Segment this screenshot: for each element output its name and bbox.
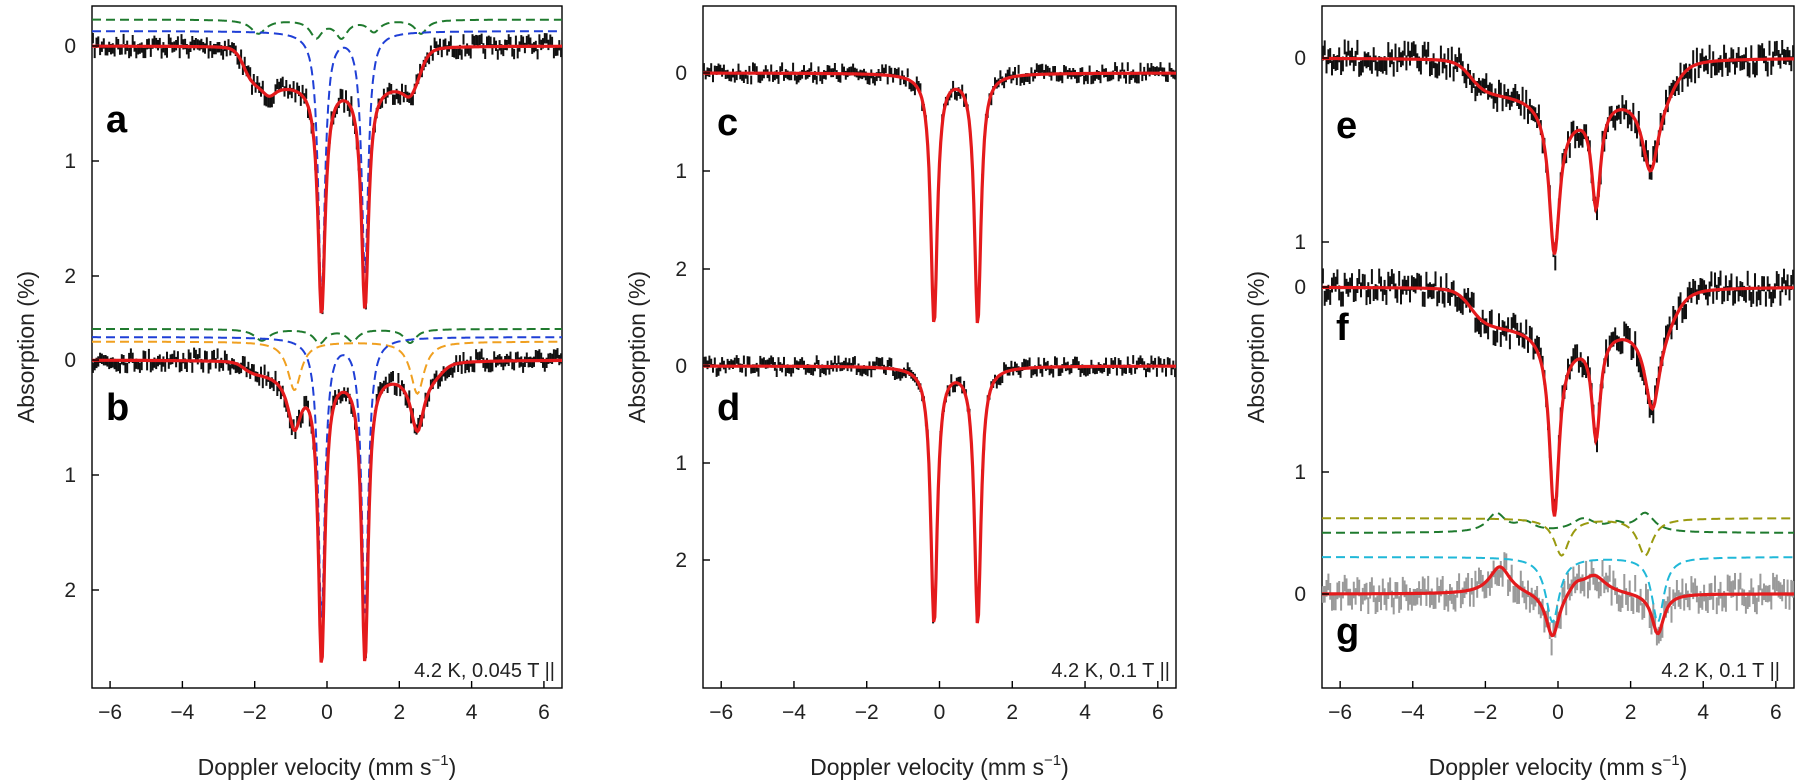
y-tick-label: 1 [1294,461,1306,484]
x-tick-label: 6 [1770,701,1782,724]
fit-curve-f [1322,285,1794,517]
panel-label-f: f [1336,307,1349,349]
y-tick-label: 2 [675,549,687,572]
component-curve-a [92,18,563,40]
fit-curve-d [703,364,1176,624]
x-tick-label: −4 [170,701,194,724]
annotation-middle: 4.2 K, 0.1 T || [1051,660,1170,682]
component-curve-g [1322,517,1794,557]
x-tick-label: 0 [1552,701,1564,724]
x-tick-label: −2 [243,701,267,724]
y-tick-label: 0 [64,349,76,372]
plot-middle: −6 −4 −2 0 2 4 6 Doppler velocity (mm s−1) Absor… [624,5,1177,780]
x-tick-label: −4 [1401,701,1425,724]
x-axis-label: Doppler velocity (mm s−1) [810,752,1069,780]
y-tick-label: 0 [675,62,687,85]
fit-curve-c [703,71,1176,324]
component-curve-g [1322,511,1794,534]
x-tick-label: 4 [1697,701,1709,724]
x-tick-label: −6 [98,701,122,724]
x-tick-label: 0 [934,701,946,724]
x-tick-label: 4 [466,701,478,724]
panel-label-d: d [717,387,740,429]
y-axis-label: Absorption (%) [1243,271,1269,423]
x-tick-label: −6 [1328,701,1352,724]
x-tick-label: 6 [1152,701,1164,724]
x-tick-label: 6 [538,701,550,724]
x-tick-label: −2 [855,701,879,724]
component-curve-b [92,336,562,618]
y-tick-label: 1 [675,452,687,475]
plot-right: −6 −4 −2 0 2 4 6 Doppler velocity (mm s−1) Absor… [1243,5,1795,780]
fit-curve-a [92,44,562,314]
panel-label-b: b [106,387,129,429]
y-tick-label: 0 [1294,276,1306,299]
x-tick-label: 0 [321,701,333,724]
fit-curve-g [1322,565,1794,638]
plot-frame [702,5,1177,689]
panel-label-g: g [1336,611,1359,653]
component-curve-b [92,328,562,345]
y-tick-label: 1 [64,150,76,173]
plot-left: −6 −4 −2 0 2 4 6 Doppler velocity (mm s−1) Absor… [13,5,563,780]
x-tick-label: 2 [1006,701,1018,724]
annotation-right: 4.2 K, 0.1 T || [1661,660,1780,682]
x-axis-label: Doppler velocity (mm s−1) [198,752,457,780]
x-axis-label: Doppler velocity (mm s−1) [1429,752,1688,780]
plot-frame [1321,5,1795,689]
component-curve-b [92,340,562,395]
x-tick-label: −4 [782,701,806,724]
fit-curve-b [92,358,562,663]
y-tick-label: 2 [64,579,76,602]
panel-label-e: e [1336,105,1357,147]
panel-label-a: a [106,99,128,141]
y-tick-label: 1 [675,160,687,183]
x-tick-label: 2 [1625,701,1637,724]
y-tick-label: 1 [1294,231,1306,254]
panel-label-c: c [717,102,738,144]
y-tick-label: 2 [64,265,76,288]
y-tick-label: 0 [675,355,687,378]
y-axis-label: Absorption (%) [13,271,39,423]
component-curve-g [1322,556,1794,624]
plot-frame [91,5,563,689]
y-tick-label: 0 [1294,47,1306,70]
x-tick-label: 4 [1079,701,1091,724]
y-tick-label: 2 [675,258,687,281]
annotation-left: 4.2 K, 0.045 T || [414,660,555,682]
y-tick-label: 1 [64,464,76,487]
y-tick-label: 0 [1294,583,1306,606]
fit-curve-e [1322,56,1794,255]
component-curve-a [92,30,562,301]
y-axis-label: Absorption (%) [624,271,650,423]
x-tick-label: −6 [709,701,733,724]
y-tick-label: 0 [64,35,76,58]
x-tick-label: 2 [393,701,405,724]
x-tick-label: −2 [1473,701,1497,724]
